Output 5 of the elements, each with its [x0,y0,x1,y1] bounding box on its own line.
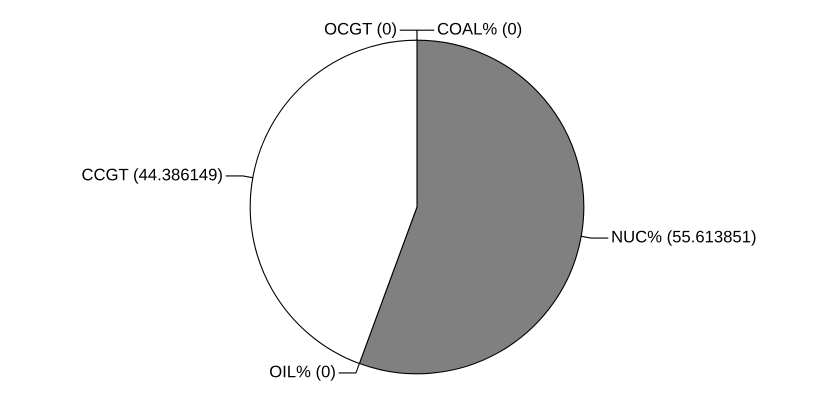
legend-label: OCGT (0) [324,22,396,38]
slice-label: CCGT (44.386149) [82,168,222,184]
slice-label: NUC% (55.613851) [612,230,756,246]
legend-label: OIL% (0) [270,365,335,381]
category-label: COAL% (0) [438,22,522,38]
